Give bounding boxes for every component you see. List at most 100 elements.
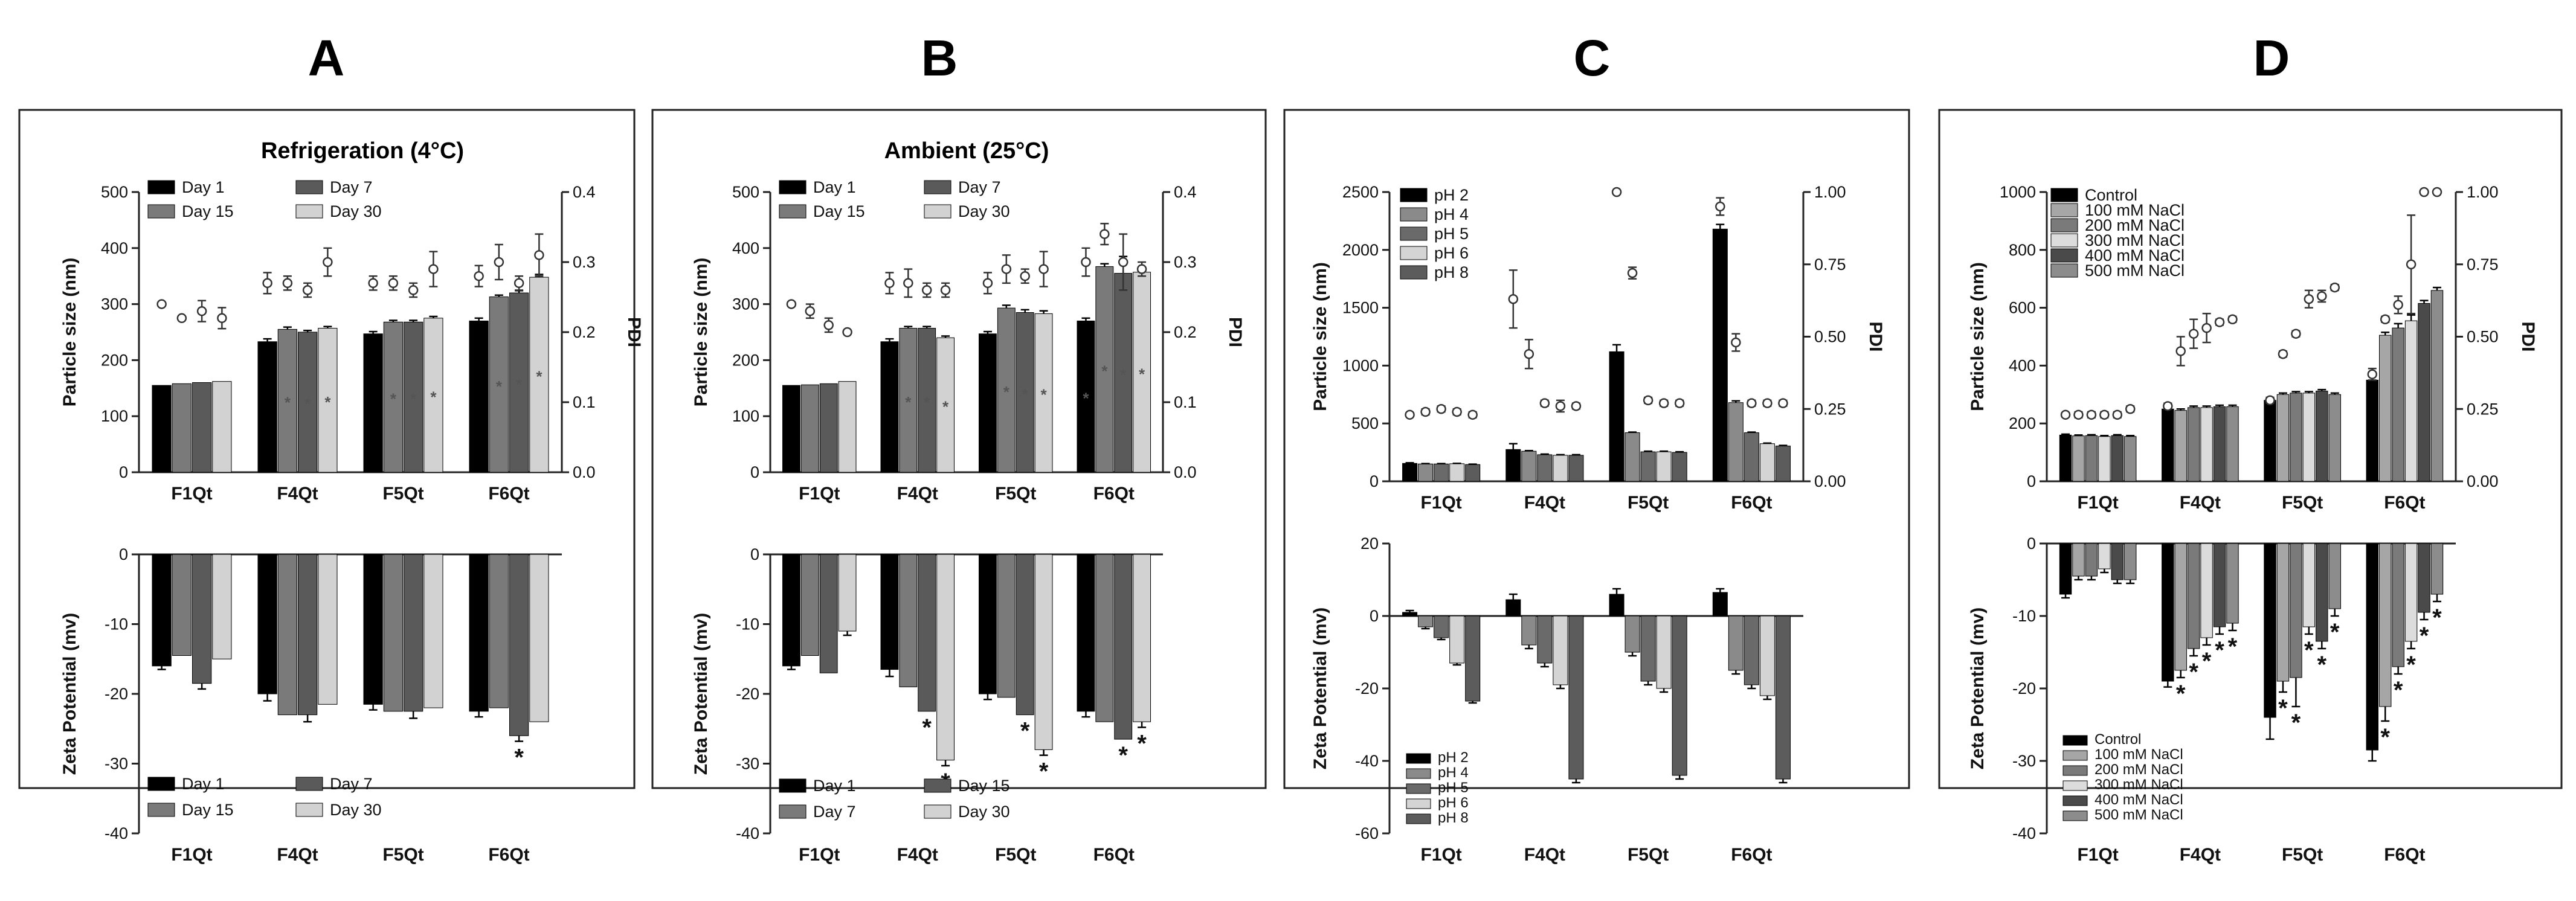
pdi-point	[1643, 395, 1653, 406]
pdi-point	[176, 313, 187, 324]
bar	[1434, 463, 1449, 482]
category-label: F6Qt	[1093, 484, 1135, 504]
bar	[1016, 554, 1034, 716]
pdi-point	[1611, 187, 1622, 197]
bar	[782, 385, 800, 473]
y-tick-label: 800	[2009, 241, 2036, 259]
bar	[2302, 543, 2316, 627]
bar	[318, 554, 338, 705]
pdi-point	[2406, 259, 2417, 269]
pdi-point	[1038, 264, 1049, 274]
category-label: F4Qt	[277, 484, 318, 504]
significance-star: *	[2215, 637, 2224, 664]
significance-star: *	[905, 393, 912, 411]
pdi-point	[2175, 346, 2186, 356]
category-label: F5Qt	[382, 484, 423, 504]
legend-swatch	[1400, 207, 1428, 222]
legend-label: Day 7	[330, 178, 373, 196]
legend-swatch	[2062, 735, 2088, 746]
bar	[2392, 327, 2404, 482]
significance-star: *	[2202, 648, 2212, 675]
legend-label: pH 4	[1434, 205, 1469, 223]
pdi-point	[786, 299, 797, 309]
pdi-point	[2227, 314, 2238, 325]
zeta-potential-chart: -40 -30 -20 -10 0 Zeta Potential (mv) F1Qt F4Qt…	[60, 545, 562, 865]
bar	[2200, 407, 2213, 482]
legend-label: Day 1	[813, 777, 856, 795]
significance-star: *	[2406, 652, 2416, 678]
legend-label: 500 mM NaCl	[2095, 807, 2183, 823]
y-axis-label: Zeta Potential (mv)	[691, 613, 711, 775]
legend-label: 300 mM NaCl	[2085, 231, 2185, 249]
bar	[2098, 543, 2111, 569]
y-axis-label: Zeta Potential (mv)	[1968, 608, 1988, 769]
bar	[2072, 435, 2085, 482]
category-label: F6Qt	[2384, 493, 2425, 513]
y2-axis-label: PDI	[1225, 317, 1245, 347]
legend-label: pH 4	[1438, 765, 1469, 781]
bar	[2328, 394, 2341, 482]
y-tick-label: 0	[119, 545, 128, 563]
legend-swatch	[1400, 246, 1428, 260]
significance-star: *	[2278, 695, 2288, 722]
bar	[1712, 592, 1728, 617]
bar	[2276, 543, 2290, 682]
particle-size-chart: 0 100 200 300 400 500 Particle size (nm) 0.0 0.1…	[691, 178, 1245, 504]
bar	[1034, 554, 1053, 750]
bar	[1449, 615, 1465, 664]
category-label: F6Qt	[1731, 493, 1772, 513]
y-tick-label: 300	[732, 295, 759, 313]
bar	[2290, 543, 2302, 678]
bar	[2328, 543, 2341, 609]
y-tick-label: -60	[1355, 824, 1379, 842]
panel-d: D 0 200 400 600 800 1000 Particle size (nm) 0.00…	[1938, 30, 2563, 865]
legend-swatch	[2062, 795, 2088, 806]
category-label: F4Qt	[897, 845, 938, 865]
panel-b: B Ambient (25°C) 0 100 200 300 400 500 Particle …	[651, 30, 1267, 865]
legend-swatch	[2062, 780, 2088, 791]
y-tick-label: 200	[732, 351, 759, 369]
category-label: F1Qt	[799, 484, 840, 504]
bar	[1449, 463, 1465, 482]
bar	[1537, 615, 1553, 664]
bar	[782, 554, 800, 667]
zeta-potential-chart: -60 -40 -20 0 20 Zeta Potential (mv) F1Qt F4Qt F…	[1310, 534, 1803, 865]
pdi-point	[884, 278, 895, 289]
significance-star: *	[2317, 652, 2326, 678]
y2-tick-label: 0.1	[1174, 393, 1197, 411]
legend-swatch	[1400, 226, 1428, 241]
legend-label: Day 15	[182, 801, 234, 819]
legend-label: 200 mM NaCl	[2085, 216, 2185, 234]
bar	[2430, 290, 2444, 482]
pdi-point	[2317, 291, 2327, 301]
pdi-point	[2201, 322, 2212, 333]
y-tick-label: 500	[1351, 414, 1379, 432]
pdi-point	[982, 278, 993, 289]
bar	[899, 328, 918, 473]
legend-swatch	[295, 180, 323, 194]
bar	[2264, 543, 2276, 718]
bar	[277, 329, 297, 473]
bar	[1624, 432, 1640, 482]
legend-label: Day 7	[330, 775, 373, 793]
legend-swatch	[1400, 265, 1428, 280]
y-tick-label: 500	[101, 183, 128, 201]
bar	[298, 332, 318, 473]
bar	[1553, 615, 1568, 685]
pdi-point	[2073, 409, 2084, 420]
bar	[997, 554, 1016, 698]
bar	[838, 381, 857, 473]
y-tick-label: 600	[2009, 299, 2036, 317]
category-label: F4Qt	[1524, 493, 1565, 513]
bar	[1095, 266, 1114, 473]
pdi-point	[1674, 398, 1685, 408]
legend-swatch	[147, 180, 175, 194]
bar	[1672, 615, 1687, 776]
particle-size-chart: 0 100 200 300 400 500 Particle size (nm) 0.0 0.1…	[60, 178, 644, 504]
bar	[2085, 543, 2098, 577]
bar	[1775, 446, 1791, 482]
y2-tick-label: 0.4	[573, 183, 596, 201]
pdi-point	[2393, 300, 2403, 310]
y2-tick-label: 0.2	[1174, 323, 1197, 341]
y2-tick-label: 1.00	[1814, 183, 1846, 201]
